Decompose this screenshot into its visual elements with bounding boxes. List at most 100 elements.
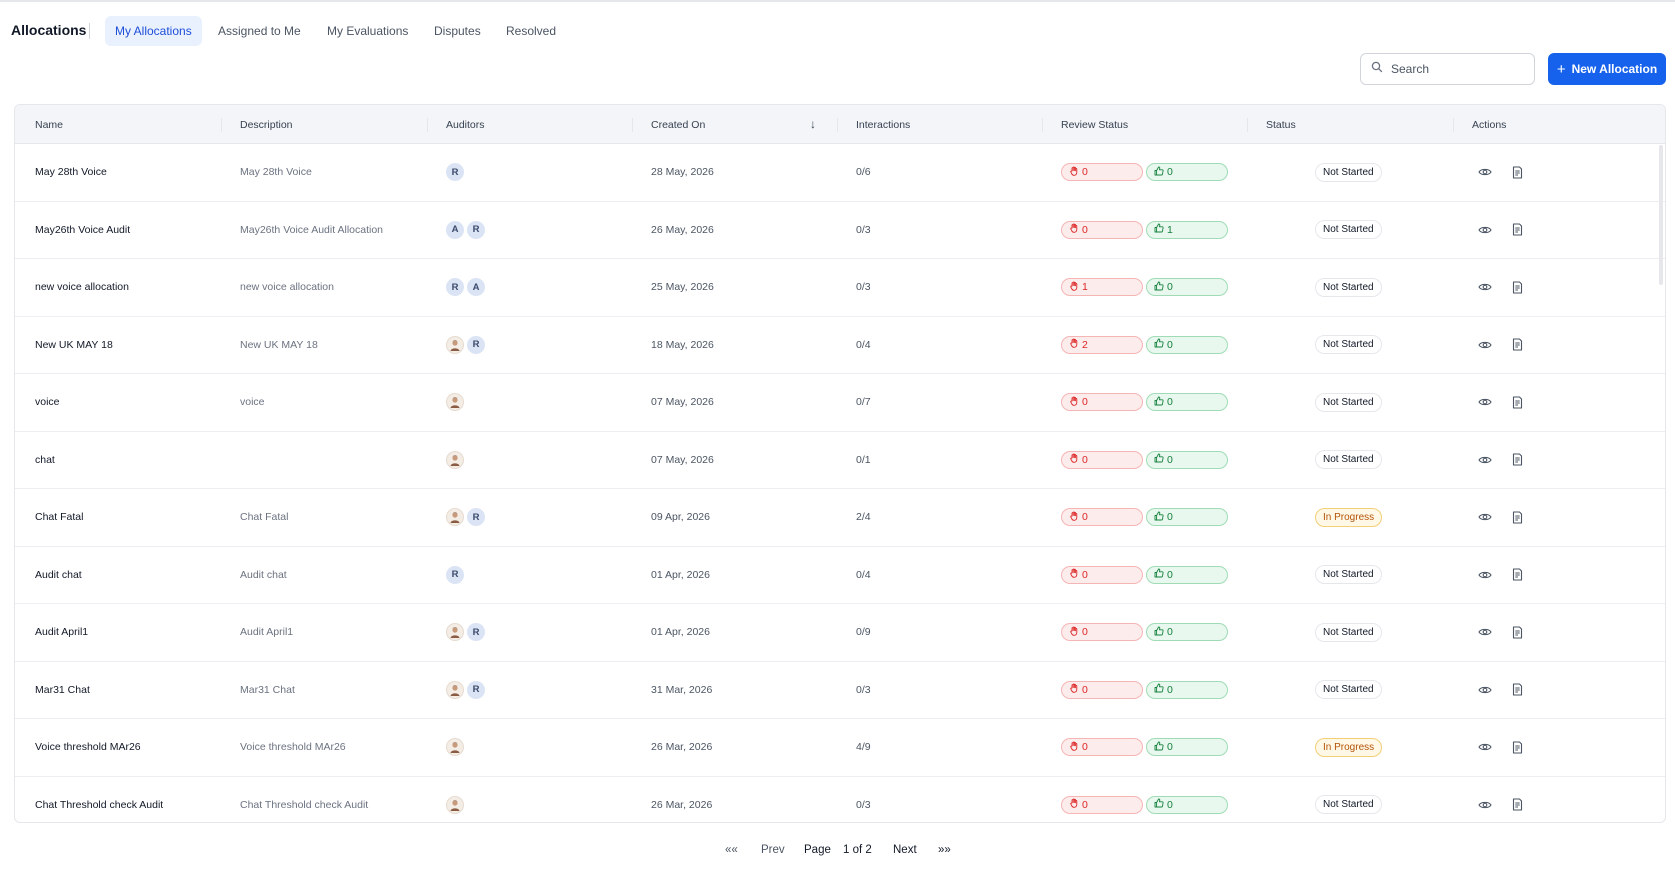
last-page-button[interactable]: »» xyxy=(938,844,951,856)
allocation-name[interactable]: Mar31 Chat xyxy=(35,683,90,696)
eye-icon[interactable] xyxy=(1477,279,1493,295)
document-icon[interactable] xyxy=(1509,682,1525,698)
search-input[interactable] xyxy=(1391,62,1531,76)
auditors-cell: R xyxy=(446,662,485,719)
table-row[interactable]: May 28th Voice May 28th Voice R 28 May, 202… xyxy=(15,144,1665,202)
status-cell: Not Started xyxy=(1315,259,1382,316)
eye-icon[interactable] xyxy=(1477,394,1493,410)
document-icon[interactable] xyxy=(1509,222,1525,238)
eye-icon[interactable] xyxy=(1477,624,1493,640)
tab-disputes[interactable]: Disputes xyxy=(434,24,481,38)
table-row[interactable]: new voice allocation new voice allocation… xyxy=(15,259,1665,317)
eye-icon[interactable] xyxy=(1477,797,1493,813)
avatar-photo-icon xyxy=(446,508,464,527)
table-row[interactable]: Voice threshold MAr26 Voice threshold MAr… xyxy=(15,719,1665,777)
page-indicator: 1 of 2 xyxy=(843,844,872,856)
auditors-cell xyxy=(446,777,464,823)
approved-count-pill: 0 xyxy=(1146,738,1228,757)
header-created-on[interactable]: Created On xyxy=(651,118,706,131)
document-icon[interactable] xyxy=(1509,567,1525,583)
document-icon[interactable] xyxy=(1509,739,1525,755)
tab-my-evaluations[interactable]: My Evaluations xyxy=(327,24,409,38)
actions-cell xyxy=(1477,489,1525,546)
document-icon[interactable] xyxy=(1509,452,1525,468)
approved-count: 0 xyxy=(1167,626,1173,639)
header-status[interactable]: Status xyxy=(1266,118,1296,131)
eye-icon[interactable] xyxy=(1477,222,1493,238)
prev-page-button[interactable]: Prev xyxy=(761,844,785,856)
allocation-name[interactable]: Voice threshold MAr26 xyxy=(35,741,141,754)
status-cell: In Progress xyxy=(1315,719,1383,776)
disputed-count-pill: 0 xyxy=(1061,795,1143,814)
hand-icon xyxy=(1069,223,1079,236)
eye-icon[interactable] xyxy=(1477,509,1493,525)
table-row[interactable]: May26th Voice Audit May26th Voice Audit A… xyxy=(15,202,1665,259)
allocation-name[interactable]: Audit April1 xyxy=(35,626,89,639)
header-description[interactable]: Description xyxy=(240,118,293,131)
approved-count: 0 xyxy=(1167,568,1173,581)
allocation-name[interactable]: New UK MAY 18 xyxy=(35,338,113,351)
new-allocation-button[interactable]: + New Allocation xyxy=(1548,53,1666,85)
allocation-name[interactable]: May26th Voice Audit xyxy=(35,223,131,236)
table-row[interactable]: Audit chat Audit chat R 01 Apr, 2026 0/4 0 0 No… xyxy=(15,547,1665,604)
allocation-name[interactable]: voice xyxy=(35,396,60,409)
header-review-status[interactable]: Review Status xyxy=(1061,118,1129,131)
document-icon[interactable] xyxy=(1509,337,1525,353)
allocation-name[interactable]: May 28th Voice xyxy=(35,166,107,179)
actions-cell xyxy=(1477,317,1525,374)
top-border xyxy=(0,0,1675,2)
auditor-avatar: R xyxy=(446,565,464,584)
allocation-name[interactable]: Audit chat xyxy=(35,568,82,581)
created-on: 31 Mar, 2026 xyxy=(651,683,713,696)
tab-resolved[interactable]: Resolved xyxy=(506,24,557,38)
interactions-count: 0/3 xyxy=(856,798,871,811)
table-row[interactable]: voice voice 07 May, 2026 0/7 0 0 Not Started xyxy=(15,374,1665,432)
document-icon[interactable] xyxy=(1509,394,1525,410)
header-auditors[interactable]: Auditors xyxy=(446,118,485,131)
disputed-count-pill: 0 xyxy=(1061,738,1143,757)
table-row[interactable]: Audit April1 Audit April1 R 01 Apr, 2026 0/9… xyxy=(15,604,1665,662)
auditor-avatar: R xyxy=(467,335,485,354)
header-name[interactable]: Name xyxy=(35,118,64,131)
approved-count-pill: 0 xyxy=(1146,680,1228,699)
document-icon[interactable] xyxy=(1509,624,1525,640)
disputed-count-pill: 0 xyxy=(1061,508,1143,527)
search-box[interactable] xyxy=(1360,53,1535,85)
interactions-count: 0/6 xyxy=(856,166,871,179)
table-row[interactable]: New UK MAY 18 New UK MAY 18 R 18 May, 2026 0… xyxy=(15,317,1665,374)
table-scrollbar[interactable] xyxy=(1659,145,1663,285)
sort-desc-icon[interactable]: ↓ xyxy=(810,117,816,131)
eye-icon[interactable] xyxy=(1477,337,1493,353)
eye-icon[interactable] xyxy=(1477,739,1493,755)
document-icon[interactable] xyxy=(1509,279,1525,295)
table-row[interactable]: Chat Threshold check Audit Chat Threshold… xyxy=(15,777,1665,823)
header-divider xyxy=(1247,118,1248,132)
document-icon[interactable] xyxy=(1509,509,1525,525)
next-page-button[interactable]: Next xyxy=(893,844,917,856)
approved-count: 0 xyxy=(1167,453,1173,466)
tab-my-allocations[interactable]: My Allocations xyxy=(105,16,202,46)
document-icon[interactable] xyxy=(1509,164,1525,180)
table-row[interactable]: Chat Fatal Chat Fatal R 09 Apr, 2026 2/4 0 0 In… xyxy=(15,489,1665,547)
document-icon[interactable] xyxy=(1509,797,1525,813)
eye-icon[interactable] xyxy=(1477,567,1493,583)
table-row[interactable]: chat 07 May, 2026 0/1 0 0 Not Started xyxy=(15,432,1665,489)
first-page-button[interactable]: «« xyxy=(725,844,738,856)
header-interactions[interactable]: Interactions xyxy=(856,118,911,131)
tab-assigned-to-me[interactable]: Assigned to Me xyxy=(218,24,301,38)
allocation-name[interactable]: chat xyxy=(35,453,55,466)
allocation-name[interactable]: Chat Fatal xyxy=(35,511,84,524)
eye-icon[interactable] xyxy=(1477,682,1493,698)
table-row[interactable]: Mar31 Chat Mar31 Chat R 31 Mar, 2026 0/3 0 0 No… xyxy=(15,662,1665,719)
allocation-name[interactable]: Chat Threshold check Audit xyxy=(35,798,164,811)
eye-icon[interactable] xyxy=(1477,164,1493,180)
eye-icon[interactable] xyxy=(1477,452,1493,468)
auditor-avatar: R xyxy=(467,508,485,527)
actions-cell xyxy=(1477,202,1525,259)
allocation-name[interactable]: new voice allocation xyxy=(35,281,129,294)
thumbs-up-icon xyxy=(1154,568,1164,581)
